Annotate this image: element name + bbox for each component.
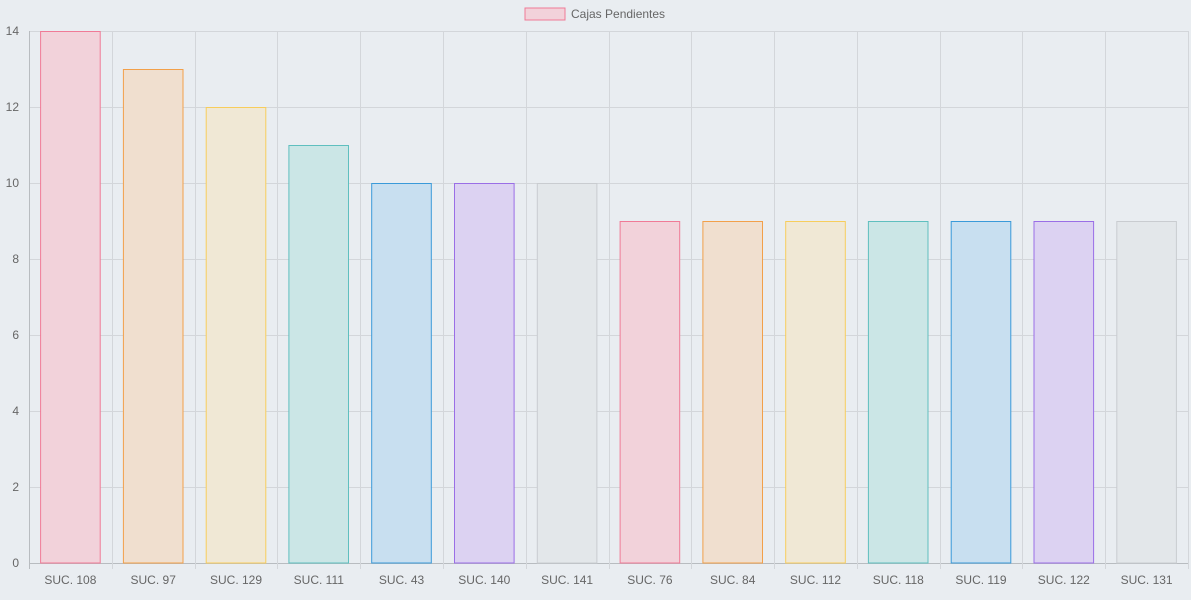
legend-label[interactable]: Cajas Pendientes: [571, 7, 665, 21]
grid-layer: [29, 31, 1189, 569]
y-tick-label: 6: [12, 328, 19, 342]
bar-suc-112[interactable]: [785, 221, 846, 564]
y-tick-label: 12: [6, 100, 20, 114]
y-axis-ticks: 0 2 4 6 8 10 12 14: [6, 24, 20, 570]
bar-suc-122[interactable]: [1033, 221, 1095, 564]
bar-suc-131[interactable]: [1116, 221, 1177, 564]
bar-suc-129[interactable]: [205, 107, 267, 564]
bar-suc-43[interactable]: [371, 183, 432, 564]
x-tick-label: SUC. 131: [1121, 573, 1173, 587]
x-tick-label: SUC. 118: [873, 573, 924, 587]
y-tick-label: 0: [12, 556, 19, 570]
bar-suc-111[interactable]: [288, 145, 349, 564]
y-tick-label: 4: [12, 404, 19, 418]
x-axis-ticks: SUC. 108 SUC. 97 SUC. 129 SUC. 111 SUC. 43 SU…: [44, 573, 1173, 587]
bar-suc-76[interactable]: [619, 221, 681, 564]
bar-suc-108[interactable]: [40, 31, 101, 564]
bar-suc-119[interactable]: [950, 221, 1012, 564]
bar-suc-141[interactable]: [536, 183, 598, 564]
x-tick-label: SUC. 76: [627, 573, 673, 587]
x-tick-label: SUC. 97: [131, 573, 177, 587]
y-tick-label: 8: [12, 252, 19, 266]
x-tick-label: SUC. 129: [210, 573, 262, 587]
y-tick-label: 2: [12, 480, 19, 494]
bar-suc-140[interactable]: [454, 183, 515, 564]
y-tick-label: 14: [6, 24, 20, 38]
legend-swatch[interactable]: [524, 7, 566, 21]
bar-suc-118[interactable]: [867, 221, 929, 564]
x-tick-label: SUC. 84: [710, 573, 756, 587]
legend[interactable]: Cajas Pendientes: [524, 7, 665, 21]
bar-suc-84[interactable]: [702, 221, 764, 564]
y-tick-label: 10: [6, 176, 20, 190]
x-tick-label: SUC. 112: [790, 573, 841, 587]
x-tick-label: SUC. 111: [294, 573, 345, 587]
x-tick-label: SUC. 43: [379, 573, 425, 587]
bars-layer: [40, 31, 1177, 564]
x-tick-label: SUC. 122: [1038, 573, 1090, 587]
x-tick-label: SUC. 140: [458, 573, 510, 587]
x-tick-label: SUC. 119: [955, 573, 1006, 587]
x-tick-label: SUC. 108: [44, 573, 96, 587]
bar-suc-97[interactable]: [122, 69, 184, 564]
x-tick-label: SUC. 141: [541, 573, 593, 587]
